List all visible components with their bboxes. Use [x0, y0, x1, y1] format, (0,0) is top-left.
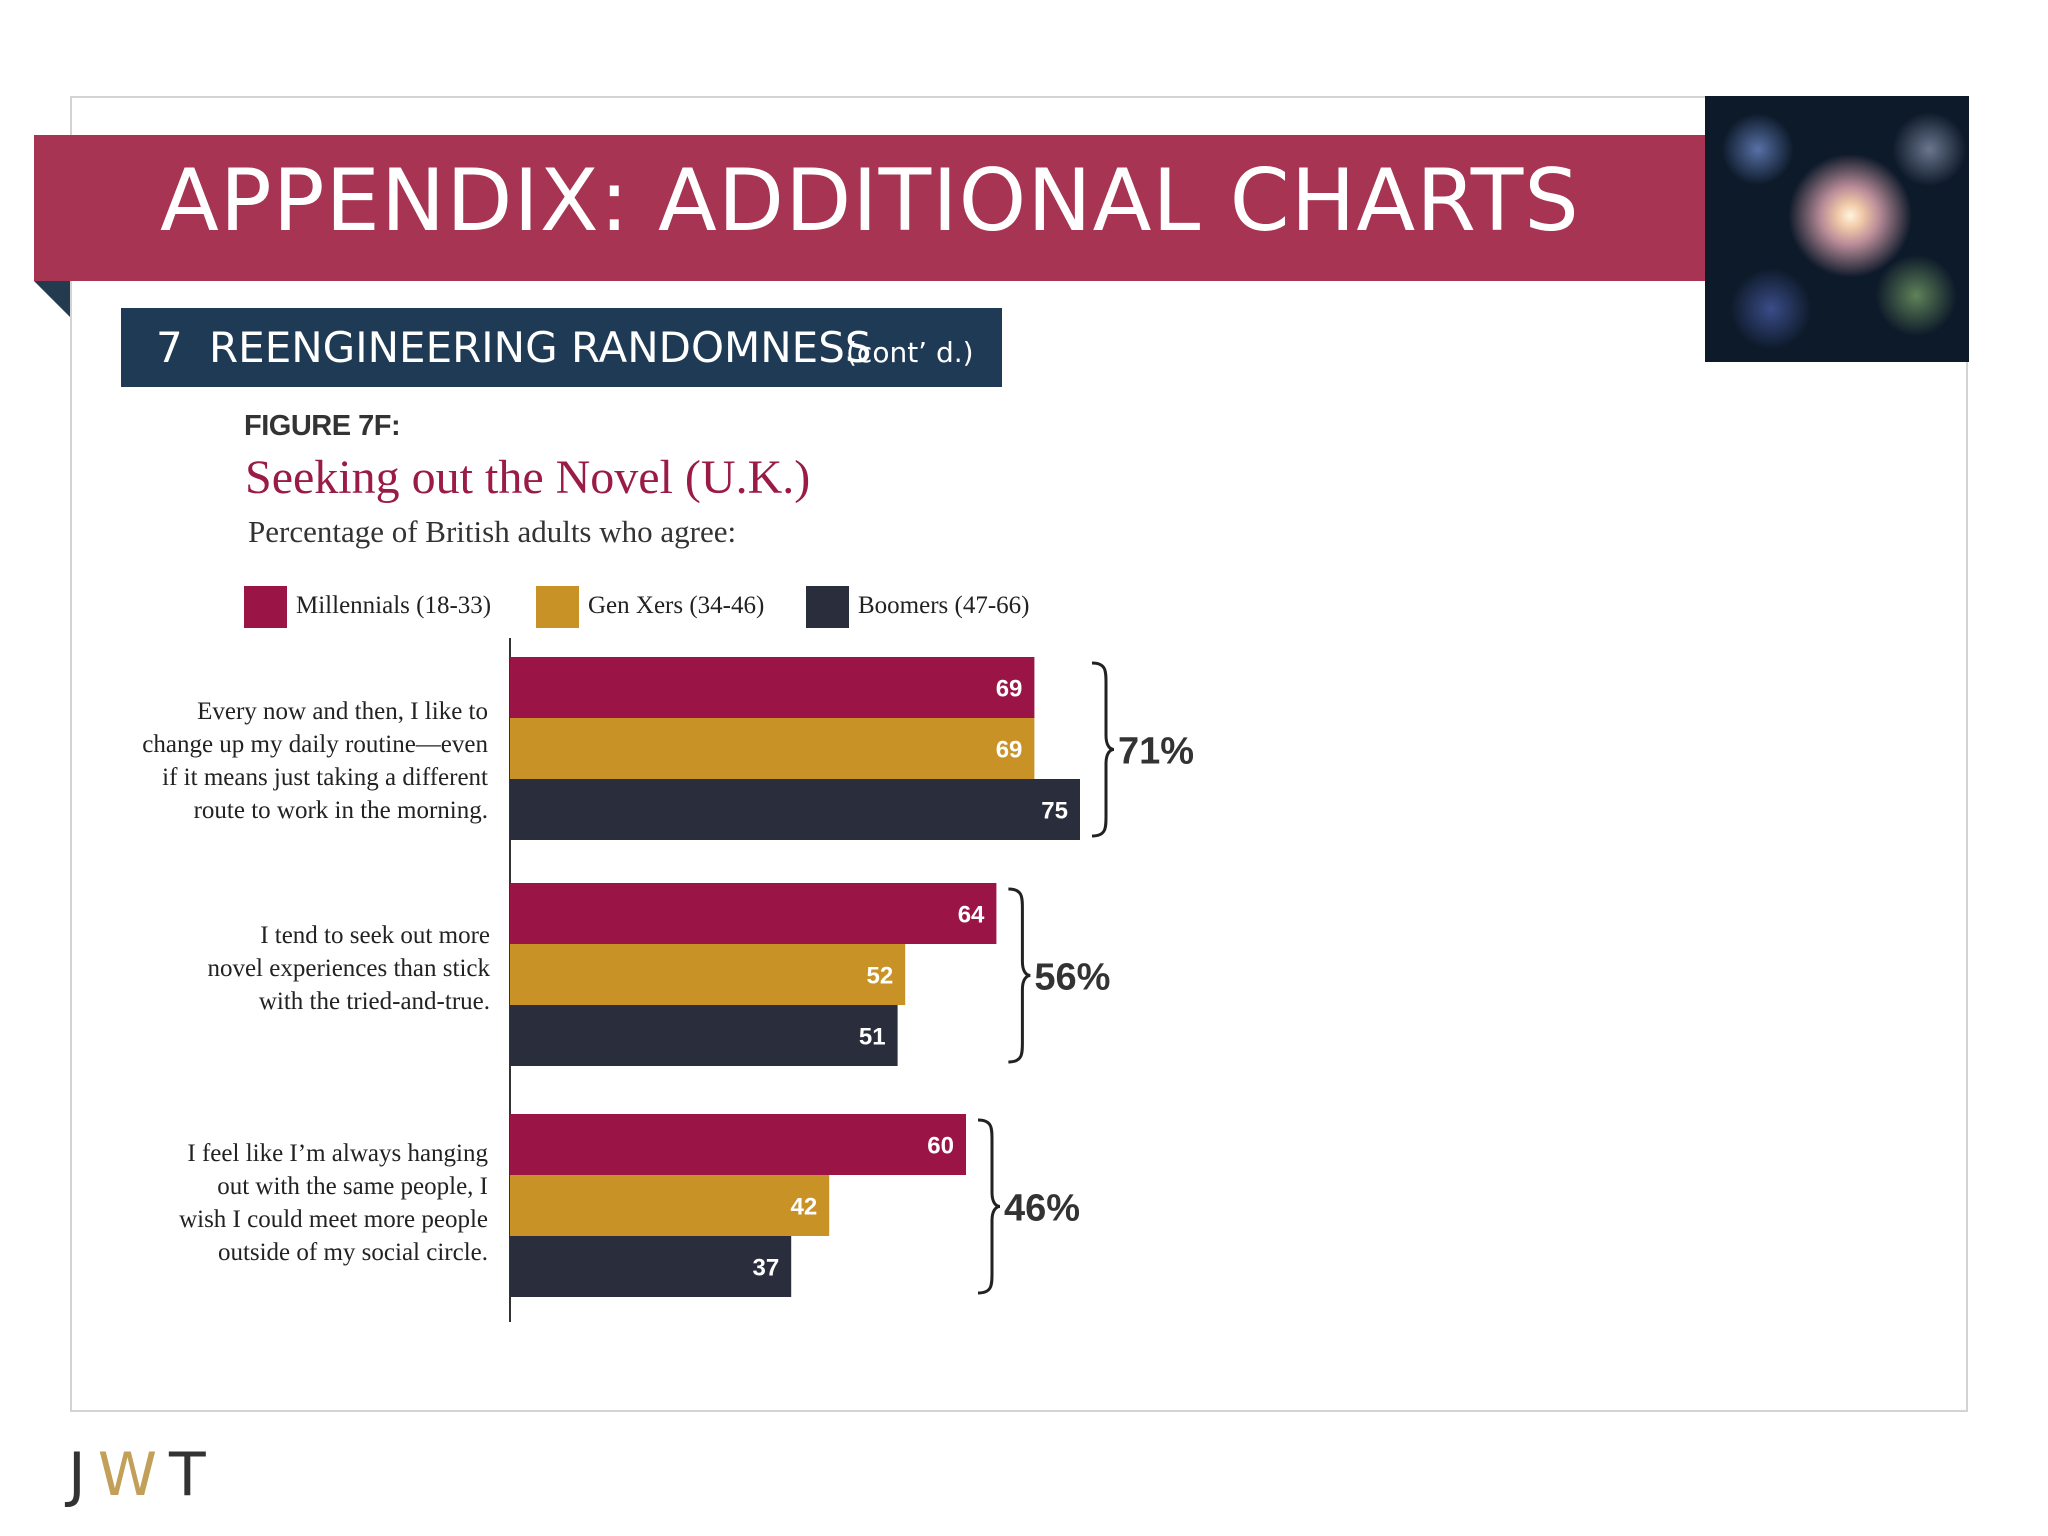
question-line: outside of my social circle. [217, 1239, 488, 1266]
question-label-1: Every now and then, I like to change up … [68, 695, 488, 827]
bar-3-3 [510, 1236, 792, 1297]
bar-value-label: 75 [1041, 798, 1068, 825]
banner-fold [34, 281, 70, 317]
legend-swatch-millennials [244, 586, 287, 628]
group-total-label: 71% [1118, 731, 1194, 773]
question-line: novel experiences than stick [207, 955, 490, 982]
bar-value-label: 52 [866, 963, 893, 990]
question-line: change up my daily routine—even [142, 731, 488, 758]
group-bracket [977, 1118, 1001, 1295]
question-label-2: I tend to seek out more novel experience… [70, 919, 490, 1018]
logo-letter-j: J [68, 1440, 98, 1510]
question-line: route to work in the morning. [193, 797, 488, 824]
bar-value-label: 37 [752, 1255, 779, 1282]
bar-2-3 [510, 1005, 898, 1066]
figure-title: Seeking out the Novel (U.K.) [245, 451, 811, 504]
question-line: with the tried-and-true. [258, 988, 490, 1015]
title-banner [34, 135, 1706, 281]
bar-value-label: 69 [996, 737, 1023, 764]
bar-value-label: 64 [958, 902, 985, 929]
group-bracket [1008, 887, 1031, 1064]
group-total-label: 46% [1004, 1188, 1080, 1230]
question-line: wish I could meet more people [179, 1206, 488, 1233]
bar-1-2 [510, 718, 1035, 779]
question-line: I feel like I’m always hanging [187, 1140, 488, 1167]
legend-label: Gen Xers (34-46) [588, 592, 765, 619]
jwt-logo: JWT [68, 1440, 218, 1510]
legend-swatch-boomers [806, 586, 849, 628]
legend-swatch-gen-x [536, 586, 579, 628]
bar-1-1 [510, 657, 1035, 718]
page-title: APPENDIX: ADDITIONAL CHARTS [160, 151, 1580, 251]
bar-3-2 [510, 1175, 830, 1236]
section-header: 7 REENGINEERING RANDOMNESS (cont’ d.) [121, 308, 1002, 387]
bar-2-2 [510, 944, 906, 1005]
question-line: if it means just taking a different [162, 764, 488, 791]
logo-letter-w: W [97, 1440, 170, 1510]
logo-letter-t: T [169, 1440, 218, 1510]
section-title: REENGINEERING RANDOMNESS [209, 323, 872, 372]
legend-label: Boomers (47-66) [858, 592, 1030, 619]
fireworks-image [1705, 96, 1969, 362]
bar-2-1 [510, 883, 997, 944]
figure-label: FIGURE 7F: [244, 410, 401, 442]
bar-3-1 [510, 1114, 966, 1175]
bar-value-label: 69 [996, 676, 1023, 703]
section-suffix: (cont’ d.) [846, 336, 974, 369]
question-label-3: I feel like I’m always hanging out with … [68, 1137, 488, 1269]
section-number: 7 [156, 323, 183, 372]
figure-subtitle: Percentage of British adults who agree: [248, 514, 737, 549]
bar-1-3 [510, 779, 1080, 840]
question-line: out with the same people, I [217, 1173, 488, 1200]
bar-value-label: 51 [859, 1024, 886, 1051]
group-total-label: 56% [1034, 957, 1110, 999]
bar-value-label: 60 [927, 1133, 954, 1160]
question-line: Every now and then, I like to [197, 698, 488, 725]
question-line: I tend to seek out more [260, 922, 490, 949]
group-bracket [1091, 661, 1115, 838]
legend-label: Millennials (18-33) [296, 592, 492, 619]
bar-value-label: 42 [790, 1194, 817, 1221]
